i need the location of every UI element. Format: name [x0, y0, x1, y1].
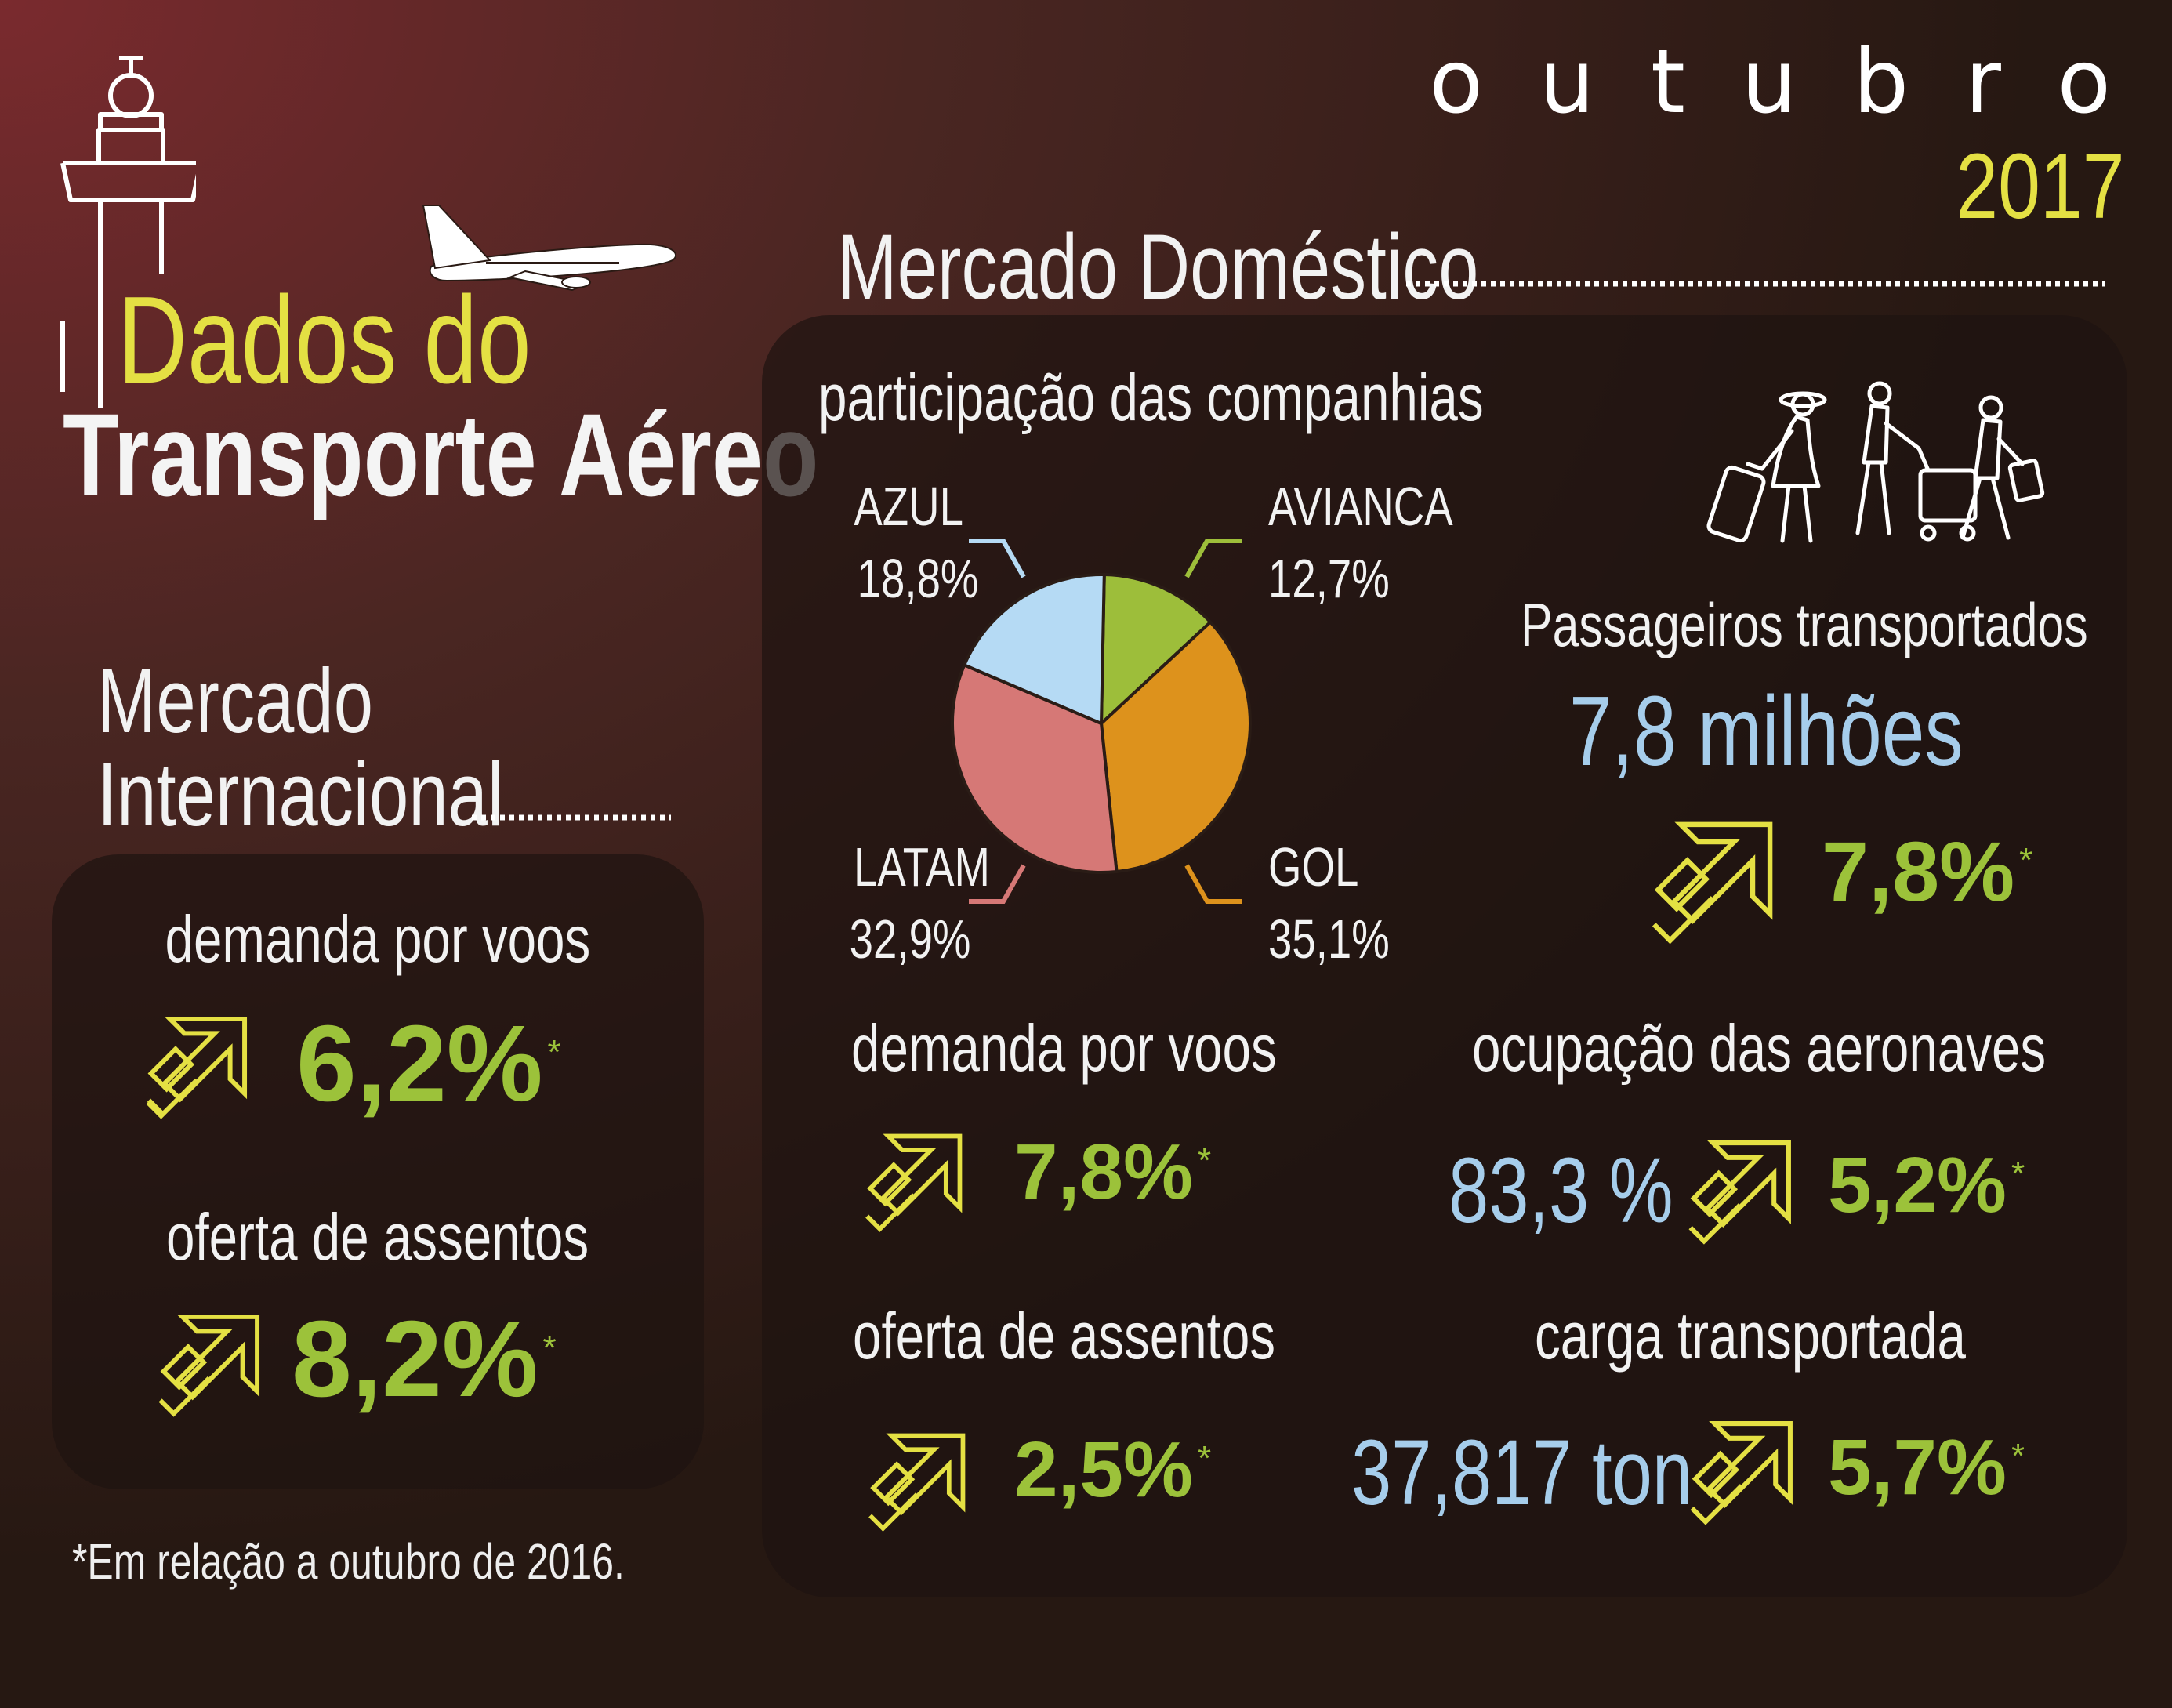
pie-slice-gol	[1099, 619, 1252, 874]
dom-demanda-arrow-icon	[865, 1133, 963, 1232]
intl-demanda-arrow-icon	[146, 1016, 248, 1119]
avianca-value: 12,7%	[1268, 548, 1390, 610]
dom-oferta-arrow-icon	[868, 1433, 966, 1532]
year-label: 2017	[1956, 135, 2125, 238]
dom-oferta-label: oferta de assentos	[853, 1299, 1276, 1373]
intl-oferta-arrow-icon	[158, 1314, 260, 1417]
passageiros-growth: 7,8% *	[1822, 824, 2033, 919]
footnote: *Em relação a outubro de 2016.	[72, 1533, 625, 1590]
gol-leader-line	[1184, 864, 1242, 904]
intl-demanda-value: 6,2% *	[296, 1003, 561, 1124]
title-transporte-aereo: Transporte Aéreo	[63, 389, 819, 520]
market-share-pie-chart	[951, 572, 1252, 874]
intl-oferta-value: 8,2% *	[292, 1299, 557, 1420]
pie-label-latam: LATAM 32,9%	[815, 831, 990, 976]
international-panel	[52, 854, 704, 1489]
month-label: o u t u b r o	[1429, 31, 2125, 133]
passageiros-arrow-icon	[1652, 821, 1773, 945]
ocupacao-value: 83,3 %	[1449, 1139, 1673, 1242]
azul-leader-line	[969, 539, 1026, 578]
title-line1: Dados do	[118, 278, 647, 402]
carga-arrow-icon	[1690, 1421, 1793, 1525]
ocupacao-growth: 5,2% *	[1828, 1141, 2025, 1229]
carga-growth: 5,7% *	[1828, 1423, 2025, 1511]
international-heading-line2: Internacional	[97, 743, 504, 846]
pie-label-azul: AZUL 18,8%	[823, 470, 978, 615]
gol-value: 35,1%	[1268, 908, 1390, 970]
title-line2: Transporte Aéreo	[63, 396, 1032, 513]
domestic-dotted-line	[1406, 281, 2105, 287]
control-tower-icon	[60, 56, 196, 408]
dom-demanda-label: demanda por voos	[851, 1011, 1277, 1085]
passageiros-label: Passageiros transportados	[1521, 590, 2088, 659]
ocupacao-label: ocupação das aeronaves	[1472, 1011, 2047, 1085]
ocupacao-arrow-icon	[1688, 1140, 1791, 1245]
avianca-leader-line	[1184, 539, 1242, 578]
domestic-panel	[762, 315, 2127, 1597]
international-heading-line1: Mercado	[97, 650, 374, 752]
pie-slice-latam	[951, 662, 1119, 874]
international-dotted-line	[472, 814, 671, 821]
gol-label: GOL	[1268, 836, 1359, 898]
pie-leader-lines	[969, 539, 1242, 904]
airplane-icon	[422, 205, 677, 292]
azul-label: AZUL	[854, 476, 963, 537]
travelers-icon	[1706, 381, 2045, 543]
dom-demanda-value: 7,8% *	[1014, 1128, 1212, 1216]
pie-slice-avianca	[1099, 572, 1213, 727]
intl-demanda-label: demanda por voos	[165, 902, 591, 976]
title-dados-do: Dados do	[118, 271, 531, 409]
intl-oferta-label: oferta de assentos	[166, 1200, 589, 1274]
carga-value: 37,817 ton	[1351, 1421, 1693, 1525]
latam-value: 32,9%	[849, 908, 971, 970]
month-year: o u t u b r o 2017	[1420, 31, 2125, 238]
latam-label: LATAM	[854, 836, 990, 898]
pie-label-avianca: AVIANCA 12,7%	[1268, 470, 1505, 615]
dom-oferta-value: 2,5% *	[1014, 1426, 1212, 1514]
domestic-heading: Mercado Doméstico	[837, 216, 1479, 319]
passageiros-value: 7,8 milhões	[1569, 676, 1964, 786]
azul-value: 18,8%	[857, 548, 979, 610]
pie-slice-azul	[962, 573, 1106, 727]
pie-slices	[951, 572, 1252, 874]
latam-leader-line	[969, 864, 1026, 904]
avianca-label: AVIANCA	[1268, 476, 1453, 537]
participacao-label: participação das companhias	[818, 361, 1484, 434]
pie-label-gol: GOL 35,1%	[1268, 831, 1423, 976]
international-heading: Mercado Internacional	[97, 650, 618, 846]
carga-label: carga transportada	[1535, 1299, 1966, 1373]
